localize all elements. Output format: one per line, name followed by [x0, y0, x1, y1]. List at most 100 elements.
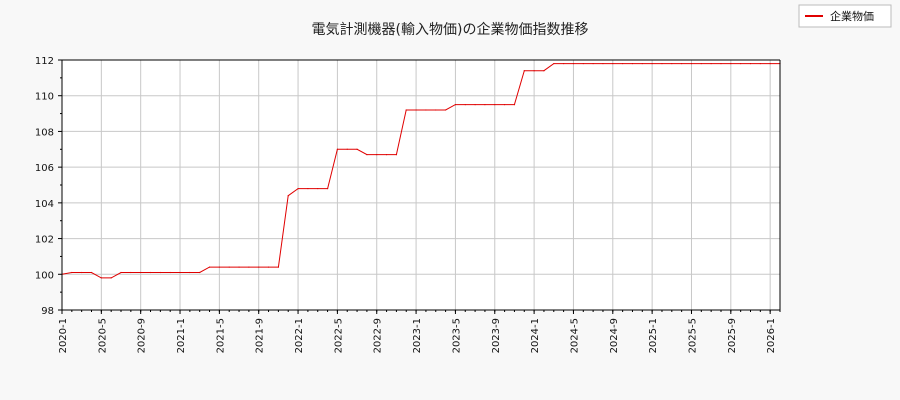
axes	[61, 59, 781, 311]
data-point	[641, 62, 643, 65]
data-point	[759, 62, 761, 65]
data-point	[740, 62, 742, 65]
plot-area	[62, 60, 780, 310]
y-axis-ticks: 98 100 102 104 106 108 110 112	[35, 56, 62, 317]
data-point	[464, 104, 466, 106]
data-point	[730, 62, 732, 65]
data-point	[169, 271, 171, 274]
data-point	[484, 104, 486, 106]
data-point	[356, 148, 358, 150]
legend-label: 企業物価	[830, 9, 874, 23]
data-point	[563, 62, 565, 65]
data-point	[572, 62, 575, 65]
data-point	[405, 109, 407, 111]
x-tick-label: 2021-1	[176, 318, 187, 353]
legend-box	[798, 4, 892, 28]
x-tick-label: 2020-9	[137, 318, 148, 353]
data-point	[661, 62, 663, 65]
data-point	[602, 62, 604, 65]
data-point	[120, 271, 122, 274]
y-tick-label: 98	[41, 306, 54, 317]
data-point	[543, 70, 545, 72]
x-tick-label: 2023-1	[412, 318, 423, 353]
data-point	[277, 266, 279, 268]
x-tick-label: 2022-5	[333, 318, 344, 353]
x-tick-label: 2024-1	[530, 318, 541, 353]
data-point	[218, 266, 220, 268]
series-layer	[61, 62, 781, 279]
data-point	[307, 187, 309, 190]
data-point	[140, 271, 142, 274]
data-point	[425, 109, 427, 111]
data-point	[199, 271, 201, 274]
data-point	[769, 62, 771, 65]
data-point	[326, 187, 329, 190]
data-point	[149, 271, 152, 274]
data-point	[71, 271, 73, 274]
series-line	[61, 63, 780, 279]
data-point	[258, 266, 260, 268]
y-tick-label: 100	[35, 270, 54, 281]
data-point	[159, 271, 161, 274]
x-tick-label: 2021-9	[255, 318, 266, 353]
data-point	[444, 109, 447, 111]
data-point	[435, 109, 437, 111]
data-point	[376, 154, 378, 156]
x-tick-label: 2025-5	[687, 318, 698, 353]
x-tick-label: 2026-1	[766, 318, 777, 353]
data-point	[189, 271, 191, 274]
y-tick-label: 108	[35, 127, 54, 138]
x-tick-label: 2021-5	[215, 318, 226, 353]
x-tick-label: 2020-1	[58, 318, 69, 353]
data-point	[720, 62, 722, 65]
data-point	[395, 154, 398, 156]
y-tick-label: 102	[35, 235, 54, 246]
data-point	[474, 104, 476, 106]
data-point	[494, 104, 496, 106]
data-point	[513, 104, 516, 106]
data-point	[267, 266, 270, 268]
data-point	[90, 271, 93, 274]
data-point	[415, 109, 417, 111]
x-tick-label: 2025-9	[727, 318, 738, 353]
data-point	[110, 277, 112, 279]
y-tick-label: 110	[35, 92, 54, 103]
y-tick-label: 104	[35, 199, 54, 210]
x-tick-label: 2024-5	[569, 318, 580, 353]
legend: 企業物価	[798, 4, 892, 28]
x-tick-label: 2022-9	[373, 318, 384, 353]
x-tick-label: 2022-1	[294, 318, 305, 353]
data-point	[749, 62, 752, 65]
data-point	[582, 62, 584, 65]
data-point	[81, 271, 83, 274]
data-point	[100, 277, 102, 279]
data-point	[385, 154, 388, 156]
data-point	[592, 62, 594, 65]
data-point	[454, 104, 457, 106]
x-tick-label: 2023-5	[451, 318, 462, 353]
data-point	[622, 62, 624, 65]
x-tick-label: 2023-9	[491, 318, 502, 353]
chart-title: 電気計測機器(輸入物価)の企業物価指数推移	[312, 21, 589, 38]
data-point	[710, 62, 712, 65]
data-point	[287, 195, 289, 197]
data-point	[612, 62, 614, 65]
y-tick-label: 106	[35, 163, 54, 174]
x-tick-label: 2025-1	[648, 318, 659, 353]
data-point	[317, 187, 319, 190]
data-point	[297, 187, 299, 190]
data-point	[553, 62, 555, 65]
data-point	[248, 266, 250, 268]
data-point	[179, 271, 181, 274]
x-tick-label: 2020-5	[97, 318, 108, 353]
data-point	[651, 62, 653, 65]
data-point	[690, 62, 693, 65]
data-point	[700, 62, 702, 65]
data-point	[631, 62, 634, 65]
data-point	[346, 148, 348, 150]
grid	[61, 59, 780, 311]
data-point	[366, 154, 368, 156]
data-point	[681, 62, 683, 65]
data-point	[130, 271, 132, 274]
data-point	[504, 104, 506, 106]
